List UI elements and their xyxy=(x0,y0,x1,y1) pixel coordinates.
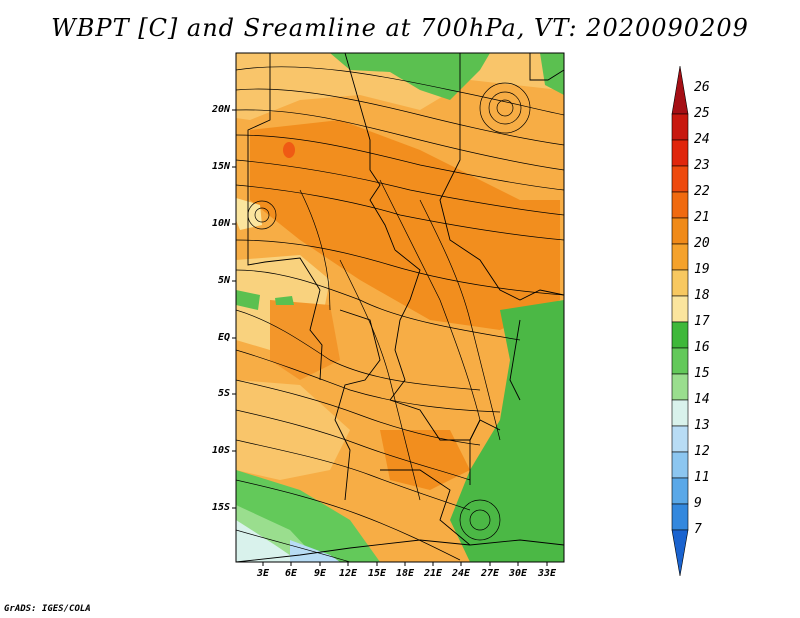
lat-label-15n: 15N xyxy=(211,161,230,172)
colorbar-label: 11 xyxy=(694,470,710,485)
colorbar-swatch xyxy=(671,139,689,167)
colorbar-swatch xyxy=(671,373,689,401)
lat-label-20n: 20N xyxy=(211,104,230,115)
colorbar-label: 26 xyxy=(694,80,710,95)
colorbar-swatch xyxy=(671,347,689,375)
colorbar-label: 12 xyxy=(694,444,710,459)
lat-label-5n: 5N xyxy=(217,275,230,286)
lat-label-10s: 10S xyxy=(211,445,230,456)
colorbar-label: 20 xyxy=(694,236,710,251)
colorbar-swatch xyxy=(671,65,689,115)
lat-label-10n: 10N xyxy=(211,218,230,229)
colorbar-swatch xyxy=(671,503,689,531)
lat-label-eq: EQ xyxy=(217,332,230,343)
lon-label-6e: 6E xyxy=(284,568,298,579)
colorbar-swatch xyxy=(671,399,689,427)
axis-ticks xyxy=(232,109,548,566)
colorbar-swatch xyxy=(671,477,689,505)
lon-label-21e: 21E xyxy=(423,568,443,579)
lon-label-18e: 18E xyxy=(395,568,415,579)
lon-label-15e: 15E xyxy=(367,568,387,579)
lon-label-9e: 9E xyxy=(313,568,327,579)
colorbar-label: 17 xyxy=(694,314,710,329)
colorbar-swatch xyxy=(671,191,689,219)
lon-label-12e: 12E xyxy=(338,568,358,579)
colorbar-swatch xyxy=(671,451,689,479)
colorbar-swatch xyxy=(671,243,689,271)
colorbar-label: 9 xyxy=(694,496,702,511)
colorbar-label: 21 xyxy=(694,210,710,225)
streamlines xyxy=(236,66,564,562)
colorbar-label: 22 xyxy=(694,184,710,199)
grads-credit: GrADS: IGES/COLA xyxy=(4,604,91,614)
colorbar-label: 19 xyxy=(694,262,710,277)
colorbar-label: 14 xyxy=(694,392,710,407)
colorbar-swatch xyxy=(671,295,689,323)
lon-label-24e: 24E xyxy=(451,568,471,579)
colorbar-swatch xyxy=(671,529,689,577)
colorbar-swatch xyxy=(671,165,689,193)
colorbar-swatch xyxy=(671,269,689,297)
colorbar-label: 16 xyxy=(694,340,710,355)
country-borders xyxy=(236,53,564,562)
lon-label-27e: 27E xyxy=(480,568,500,579)
colorbar-label: 7 xyxy=(694,522,702,537)
colorbar-label: 13 xyxy=(694,418,710,433)
lat-label-15s: 15S xyxy=(211,502,230,513)
map-frame xyxy=(235,52,565,563)
colorbar xyxy=(671,65,689,577)
colorbar-label: 18 xyxy=(694,288,710,303)
wbpt-field xyxy=(236,53,564,562)
colorbar-label: 23 xyxy=(694,158,710,173)
colorbar-swatch xyxy=(671,321,689,349)
colorbar-label: 25 xyxy=(694,106,710,121)
colorbar-label: 24 xyxy=(694,132,710,147)
colorbar-swatch xyxy=(671,217,689,245)
colorbar-swatch xyxy=(671,113,689,141)
lon-label-33e: 33E xyxy=(537,568,557,579)
lon-label-3e: 3E xyxy=(256,568,270,579)
lat-label-5s: 5S xyxy=(217,388,230,399)
colorbar-label: 15 xyxy=(694,366,710,381)
lon-label-30e: 30E xyxy=(508,568,528,579)
colorbar-swatch xyxy=(671,425,689,453)
map-title: WBPT [C] and Sreamline at 700hPa, VT: 20… xyxy=(51,14,749,42)
